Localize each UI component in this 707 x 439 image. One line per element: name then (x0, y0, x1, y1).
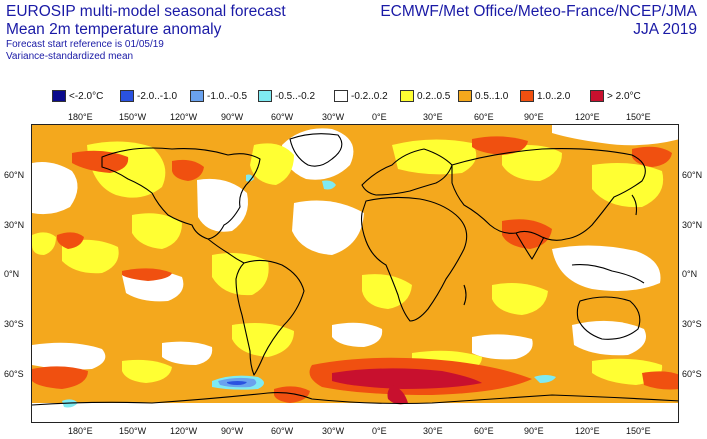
madagascar-coast (463, 284, 467, 306)
chart-title: EUROSIP multi-model seasonal forecast (6, 3, 286, 20)
longitude-label-bottom: 120°E (575, 426, 600, 436)
longitude-label-bottom: 30°W (322, 426, 345, 436)
antarctica-coast (32, 392, 678, 406)
longitude-label-top: 30°E (423, 112, 443, 122)
longitude-label-bottom: 180°E (68, 426, 93, 436)
longitude-label-top: 120°W (170, 112, 198, 122)
legend-label: 1.0..2.0 (537, 90, 571, 102)
latitude-label-right: 60°S (682, 369, 702, 379)
anomaly-map (31, 124, 679, 423)
legend-label: -0.2..0.2 (351, 90, 388, 102)
longitude-label-top: 120°E (575, 112, 600, 122)
indonesia-coast (571, 264, 645, 284)
forecast-period: JJA 2019 (633, 20, 697, 38)
legend-swatch (458, 90, 472, 102)
india-coast (515, 232, 545, 260)
source-block: ECMWF/Met Office/Meteo-France/NCEP/JMA J… (380, 4, 697, 39)
legend-swatch (120, 90, 134, 102)
legend-item: -1.0..-0.5 (190, 88, 247, 104)
longitude-label-bottom: 0°E (372, 426, 387, 436)
longitude-label-top: 180°E (68, 112, 93, 122)
legend-label: 0.5..1.0 (475, 90, 509, 102)
legend-swatch (520, 90, 534, 102)
greenland-coast (289, 133, 343, 167)
australia-coast (576, 296, 641, 340)
longitude-label-bottom: 90°E (524, 426, 544, 436)
legend-item: -0.5..-0.2 (258, 88, 315, 104)
latitude-label-left: 30°S (4, 319, 24, 329)
longitude-label-top: 60°E (474, 112, 494, 122)
latitude-label-right: 30°N (682, 220, 703, 230)
legend-swatch (258, 90, 272, 102)
latitude-label-right: 60°N (682, 170, 703, 180)
legend-label: > 2.0°C (607, 90, 641, 102)
legend-item: -0.2..0.2 (334, 88, 388, 104)
longitude-label-top: 60°W (271, 112, 294, 122)
europe-coast (361, 148, 453, 196)
latitude-label-left: 30°N (4, 220, 25, 230)
legend-item: 1.0..2.0 (520, 88, 570, 104)
chart-subtitle: Mean 2m temperature anomaly (6, 20, 222, 38)
latitude-label-left: 60°N (4, 170, 25, 180)
latitude-label-right: 30°S (682, 319, 702, 329)
map-canvas (32, 125, 678, 422)
forecast-reference: Forecast start reference is 01/05/19 (6, 39, 164, 50)
africa-coast (360, 196, 468, 322)
longitude-label-top: 90°W (221, 112, 244, 122)
coastlines (32, 133, 678, 406)
neutral-regions (32, 125, 678, 422)
latitude-label-left: 0°N (4, 269, 20, 279)
legend-item: > 2.0°C (590, 88, 641, 104)
asia-coast (451, 148, 646, 241)
source-agencies: ECMWF/Met Office/Meteo-France/NCEP/JMA (380, 3, 697, 20)
central-america-coast (207, 238, 245, 264)
longitude-label-top: 30°W (322, 112, 345, 122)
legend-swatch (52, 90, 66, 102)
longitude-label-top: 150°E (626, 112, 651, 122)
longitude-label-top: 150°W (119, 112, 147, 122)
legend-swatch (334, 90, 348, 102)
south-america-coast (235, 259, 305, 376)
longitude-label-bottom: 60°W (271, 426, 294, 436)
legend-item: <-2.0°C (52, 88, 103, 104)
method-note: Variance-standardized mean (6, 51, 134, 62)
longitude-label-top: 0°E (372, 112, 387, 122)
legend-label: -2.0..-1.0 (137, 90, 178, 102)
japan-coast (631, 194, 638, 216)
legend-label: <-2.0°C (69, 90, 104, 102)
longitude-label-bottom: 120°W (170, 426, 198, 436)
latitude-label-right: 0°N (682, 269, 698, 279)
longitude-label-bottom: 150°E (626, 426, 651, 436)
latitude-label-left: 60°S (4, 369, 24, 379)
legend-label: -1.0..-0.5 (207, 90, 248, 102)
legend-label: 0.2..0.5 (417, 90, 451, 102)
legend-label: -0.5..-0.2 (275, 90, 316, 102)
longitude-label-top: 90°E (524, 112, 544, 122)
north-america-coast (101, 147, 261, 240)
legend-item: -2.0..-1.0 (120, 88, 177, 104)
legend-swatch (190, 90, 204, 102)
longitude-label-bottom: 60°E (474, 426, 494, 436)
longitude-label-bottom: 150°W (119, 426, 147, 436)
longitude-label-bottom: 90°W (221, 426, 244, 436)
legend-item: 0.5..1.0 (458, 88, 508, 104)
very-strong-warm-regions (332, 368, 482, 405)
legend-swatch (590, 90, 604, 102)
title-block: EUROSIP multi-model seasonal forecast Me… (6, 4, 286, 62)
longitude-label-bottom: 30°E (423, 426, 443, 436)
legend-swatch (400, 90, 414, 102)
legend-item: 0.2..0.5 (400, 88, 450, 104)
